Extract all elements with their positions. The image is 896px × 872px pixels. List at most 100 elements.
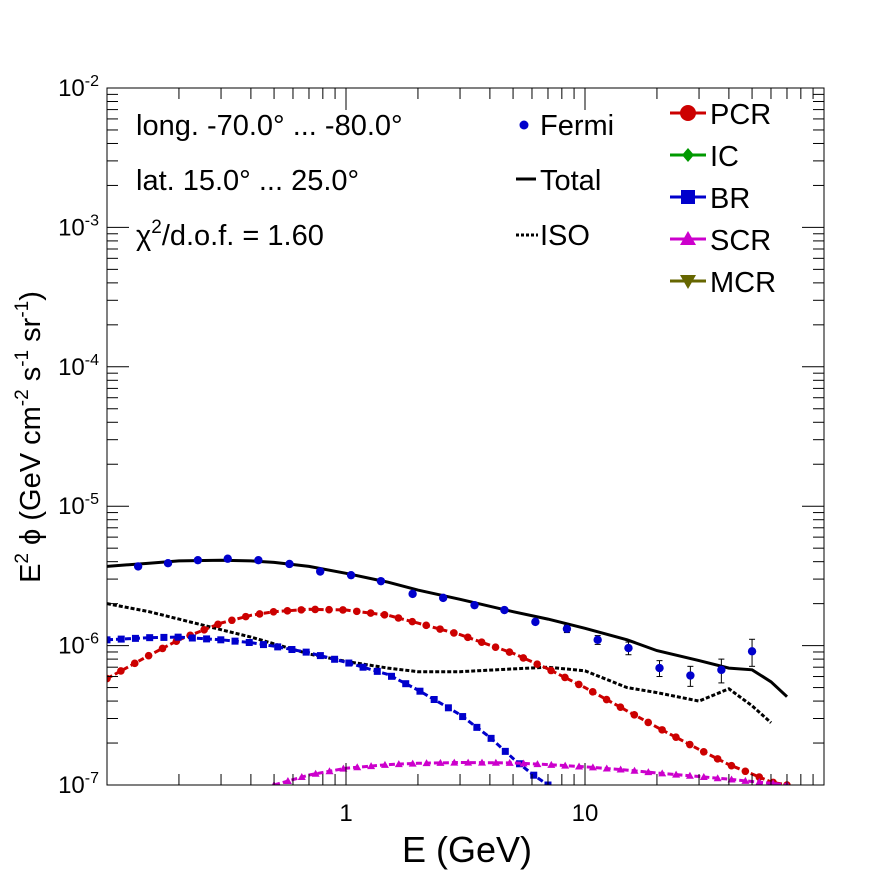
pcr-marker [686,740,694,749]
legend-total: Total [516,165,601,197]
scr-marker [602,764,611,772]
legend-pcr-label: PCR [710,99,771,131]
fermi-marker [717,665,726,675]
fermi-point [408,589,417,599]
scr-marker [353,763,362,771]
fermi-marker [531,617,540,627]
scr-marker [630,766,639,774]
fermi-point [655,660,664,678]
scr-marker [519,759,528,767]
x-axis-title: E (GeV) [402,829,532,870]
scr-marker [505,758,514,766]
scr-marker [380,760,389,768]
fermi-point [562,624,572,634]
pcr-marker [436,625,444,633]
scr-marker [616,765,625,773]
axis-ticks [106,88,824,786]
fermi-marker [593,635,602,645]
br-marker [402,680,410,688]
br-marker [131,634,139,642]
pcr-marker [672,733,680,742]
br-marker [231,637,239,645]
fermi-point [163,559,173,568]
br-marker [373,667,381,675]
pcr-marker [755,773,764,781]
scr-marker [491,758,500,766]
fermi-point [223,554,232,563]
br-marker [331,655,339,663]
pcr-marker [283,607,292,615]
scr-marker [422,759,431,767]
fermi-point [254,555,263,565]
annotation-latitude: lat. 15.0° ... 25.0° [136,165,359,197]
pcr-marker [658,726,666,734]
scr-marker [547,760,556,768]
br-marker [388,672,396,680]
fermi-point [593,635,602,645]
y-tick-label: 10-6 [58,631,99,660]
scr-marker [325,767,334,775]
legend-iso: ISO [516,220,590,252]
pcr-marker [491,643,500,651]
pcr-marker [380,611,389,619]
br-marker [459,713,467,721]
pcr-marker [325,605,333,614]
br-marker [160,633,168,641]
br-marker [217,636,225,644]
axis-tick-labels: 1 10 10-7 10-6 10-5 10-4 10-3 10-2 [58,73,598,827]
pcr-marker [408,617,417,626]
fermi-marker [316,567,325,576]
legend-scr-label: SCR [710,225,771,257]
pcr-marker [200,626,208,634]
br-marker [107,636,111,644]
scr-marker [464,758,473,766]
annotation-chi2: χ2/d.o.f. = 1.60 [136,217,324,252]
pcr-marker [339,606,347,614]
pcr-marker [394,614,403,622]
legend-ic-marker [682,148,694,162]
pcr-marker [422,621,430,630]
scr-marker [713,774,722,782]
pcr-marker [158,644,167,653]
y-tick-label: 10-5 [58,491,99,520]
fermi-point [470,600,479,610]
pcr-marker [547,666,555,675]
legend-scr: SCR [670,225,771,257]
fermi-point [686,665,695,687]
legend-mcr-label: MCR [710,267,776,299]
legend-scr-marker [680,231,696,245]
legend-mcr-marker [680,275,696,289]
br-marker [487,734,495,742]
pcr-marker [616,703,625,712]
fermi-point [531,617,540,627]
legend-ic: IC [670,141,739,173]
fermi-marker [747,647,757,656]
br-marker [288,646,296,654]
legend-pcr: PCR [670,99,771,131]
legend-br-label: BR [710,183,750,215]
scr-marker [533,760,542,768]
scr-marker [727,775,736,783]
scr-marker [394,760,403,768]
scr-marker [741,776,750,784]
scr-marker [561,761,570,769]
y-tick-label: 10-3 [58,212,99,241]
scr-marker [769,779,777,785]
fermi-point [376,576,386,586]
pcr-marker [117,667,125,675]
pcr-marker [561,673,569,682]
fermi-point [285,559,294,569]
scr-curve [273,760,788,785]
br-marker [473,723,481,731]
fermi-marker [163,559,173,568]
scr-marker [644,768,653,776]
pcr-marker [214,620,222,629]
pcr-marker [505,648,514,656]
iso-curve [107,602,772,724]
fermi-marker [686,671,695,680]
pcr-marker [741,767,750,776]
fermi-marker [408,589,417,599]
pcr-marker [519,654,528,662]
pcr-marker [255,610,264,618]
